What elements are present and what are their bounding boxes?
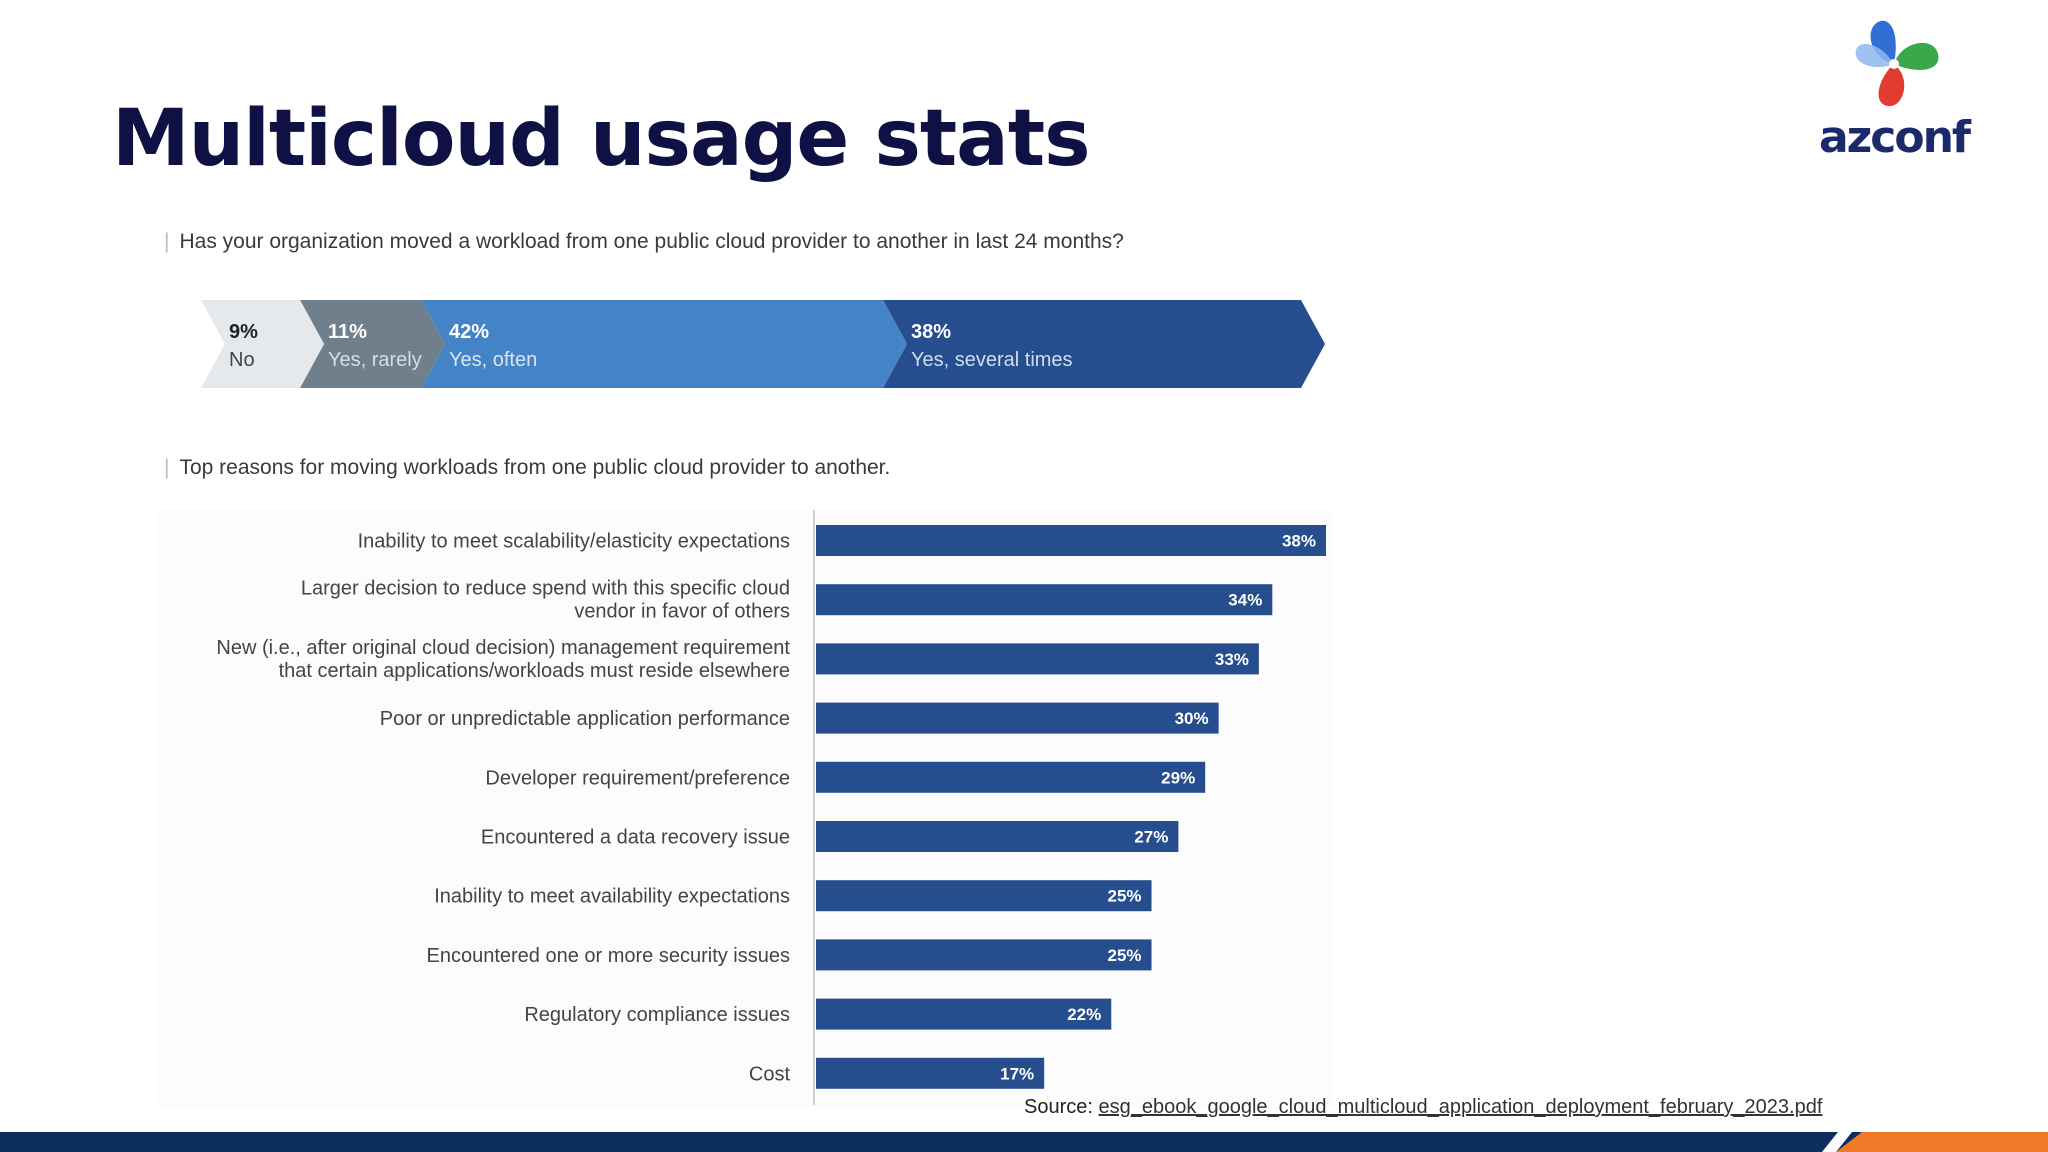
category-label-4: Developer requirement/preference: [485, 767, 790, 789]
category-label-0: Inability to meet scalability/elasticity…: [358, 531, 790, 553]
bar-value-label-8: 22%: [1067, 1005, 1101, 1024]
bar-5: [816, 821, 1179, 852]
footer-bar: [0, 1132, 2048, 1152]
category-label-3: Poor or unpredictable application perfor…: [380, 708, 790, 730]
source-link[interactable]: esg_ebook_google_cloud_multicloud_applic…: [1098, 1096, 1823, 1118]
footer-accent: [1836, 1132, 2048, 1152]
bar-value-label-1: 34%: [1228, 591, 1262, 610]
arrow-category-label-0: No: [229, 349, 255, 371]
bar-value-label-4: 29%: [1161, 768, 1195, 787]
bar-8: [816, 998, 1112, 1030]
category-label-1-line-1: vendor in favor of others: [574, 601, 790, 623]
azconf-logo-icon: [1855, 20, 1939, 107]
bar-3: [816, 702, 1219, 734]
bar-4: [816, 761, 1206, 793]
arrow-category-label-2: Yes, often: [449, 349, 537, 371]
arrow-category-label-1: Yes, rarely: [328, 349, 422, 371]
bar-value-label-7: 25%: [1107, 946, 1141, 965]
bar-7: [816, 939, 1152, 971]
category-label-9: Cost: [749, 1063, 791, 1085]
arrow-value-label-1: 11%: [328, 321, 367, 343]
question-1: | Has your organization moved a workload …: [164, 230, 1124, 253]
question-2-text: Top reasons for moving workloads from on…: [179, 456, 891, 479]
bar-value-label-2: 33%: [1215, 650, 1249, 669]
question-2: | Top reasons for moving workloads from o…: [164, 456, 891, 479]
arrow-value-label-0: 9%: [229, 321, 258, 343]
workload-move-arrow-chart: 9% No 11% Yes, rarely 42% Yes, often 38% Yes, s…: [201, 300, 1325, 388]
arrow-segment-2: [421, 300, 907, 388]
bar-value-label-9: 17%: [1000, 1064, 1034, 1083]
category-label-2-line-0: New (i.e., after original cloud decision…: [216, 637, 790, 659]
bar-0: [816, 525, 1326, 556]
arrow-segment-1: [300, 300, 445, 388]
bar-value-label-0: 38%: [1282, 532, 1316, 551]
bar-value-label-3: 30%: [1175, 709, 1209, 728]
category-label-6: Inability to meet availability expectati…: [434, 886, 790, 908]
bar-1: [816, 584, 1273, 616]
category-label-8: Regulatory compliance issues: [524, 1004, 790, 1026]
bar-9: [816, 1057, 1045, 1089]
category-label-2-line-1: that certain applications/workloads must…: [279, 660, 790, 682]
logo-text: azconf: [1818, 112, 1971, 163]
logo-card: azconf: [1794, 0, 1994, 238]
source-label: Source:: [1024, 1096, 1093, 1118]
slide-title: Multicloud usage stats: [112, 94, 1091, 184]
arrow-value-label-3: 38%: [911, 321, 951, 343]
bar-2: [816, 643, 1259, 675]
category-label-7: Encountered one or more security issues: [426, 945, 790, 967]
source-line: Source: esg_ebook_google_cloud_multiclou…: [1024, 1096, 1822, 1119]
arrow-value-label-2: 42%: [449, 321, 489, 343]
bar-value-label-5: 27%: [1134, 828, 1168, 847]
arrow-segment-3: [883, 300, 1325, 388]
bar-6: [816, 880, 1152, 912]
question-1-text: Has your organization moved a workload f…: [179, 230, 1124, 253]
category-label-1-line-0: Larger decision to reduce spend with thi…: [301, 578, 790, 600]
reasons-bar-chart: 38% Inability to meet scalability/elastic…: [216, 510, 1326, 1105]
arrow-segment-0: [201, 300, 324, 388]
arrow-category-label-3: Yes, several times: [911, 349, 1073, 371]
category-label-5: Encountered a data recovery issue: [481, 827, 790, 849]
bar-value-label-6: 25%: [1107, 887, 1141, 906]
